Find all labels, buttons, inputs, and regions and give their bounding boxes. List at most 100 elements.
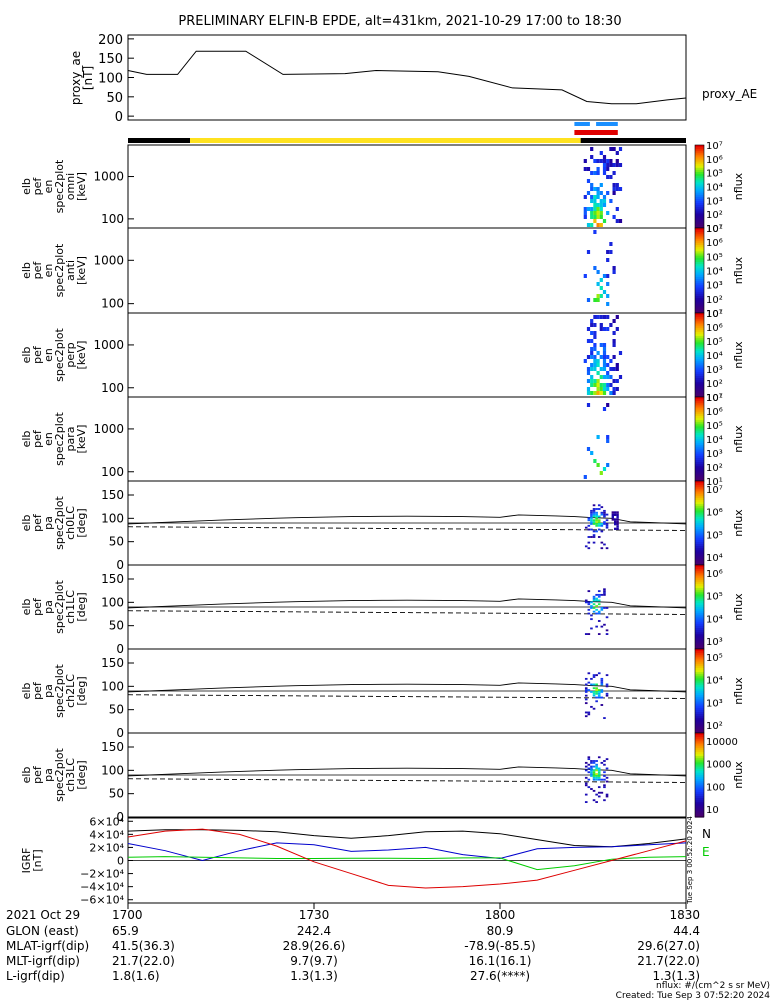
colorbar-cell [695,447,704,451]
colorbar-cell [695,455,704,459]
orbit-value: 44.4 [673,924,700,938]
proxy-ae-ytick-label: 100 [98,72,123,87]
colorbar-cell [695,225,704,229]
spectrogram-cell [596,391,600,395]
colorbar-tick-label: 10⁴ [706,676,723,687]
spectrogram-ytick-label: 100 [101,212,124,226]
pitch-angle-cell [590,705,593,708]
loss-cone-line [127,682,687,693]
pitch-angle-cell [595,521,598,523]
spectrogram-cell [602,351,607,355]
colorbar-cell [695,567,704,570]
pitch-angle-cell [614,513,617,516]
igrf-ylabel: IGRF [20,848,33,874]
spectrogram-cell [602,343,607,347]
orbit-value: 21.7(22.0) [112,954,175,968]
pitch-angle-cell [597,795,601,798]
colorbar-cell [695,733,704,736]
colorbar-cell [695,272,704,276]
colorbar-cell [695,394,704,398]
spectrogram-ylabel: para [64,427,77,452]
pitch-angle-cell [587,771,591,774]
pitch-angle-cell [587,603,591,606]
colorbar-cell [695,245,704,248]
pitch-angle-cell [590,509,593,512]
colorbar-cell [695,735,704,738]
spectrogram-cell [596,351,600,355]
pitch-angle-cell [603,784,606,787]
pitch-angle-cell [597,776,601,779]
spectrogram-cell [590,215,594,219]
pitch-angle-cell [595,530,598,533]
spectrogram-cell [593,335,597,339]
status-bar-blue [596,122,618,126]
pitch-angle-cell [600,547,604,550]
orbit-value: 16.1(16.1) [469,954,532,968]
igrf-ytick-label: −4×10⁴ [80,881,124,894]
pitch-angle-cell [592,513,596,516]
spectrogram-cell [583,207,587,211]
pitch-angle-cell [592,536,596,538]
spectrogram-cell [606,163,610,167]
spectrogram-cell [586,223,591,227]
pitch-angle-cell [587,519,591,522]
spectrogram-cell [602,327,607,331]
pitch-angle-cell [597,523,601,525]
spectrogram-ylabel: spec2plot [53,412,66,466]
spectrogram-cell [583,195,587,199]
spectrogram-cell [583,475,587,479]
colorbar-cell [695,409,704,413]
colorbar-cell [695,411,704,415]
pitch-angle-ytick-label: 0 [116,642,124,656]
colorbar-cell [695,649,704,652]
pitch-angle-cell [614,523,617,526]
colorbar-tick-label: 10³ [706,365,723,376]
pitch-angle-cell [584,677,588,680]
proxy-ae-ytick-label: 200 [98,33,123,48]
colorbar-cell [695,544,704,547]
pitch-angle-cell [587,528,591,531]
spectrogram-cell [599,215,603,219]
colorbar-cell [695,760,704,763]
colorbar-cell [695,502,704,505]
spectrogram-cell [590,319,594,323]
spectrogram-cell [618,351,623,355]
pitch-angle-cell [584,545,588,548]
pitch-angle-cell [595,625,598,628]
colorbar-cell [695,672,704,675]
pitch-angle-cell [590,769,593,772]
pitch-angle-cell [603,590,606,593]
colorbar-cell [695,300,704,303]
spectrogram-cell [583,211,587,215]
spectrogram-cell [593,199,597,203]
colorbar-cell [695,352,704,356]
colorbar-cell [695,270,704,274]
colorbar-cell [695,562,704,566]
colorbar-cell [695,228,704,231]
colorbar-tick-label: 10³ [706,449,723,460]
spectrogram-cell [593,359,597,363]
spectrogram-cell [590,207,594,211]
spectrogram-cell [609,175,613,179]
colorbar-cell [695,697,704,700]
pitch-angle-cell [605,674,609,677]
pitch-angle-cell [590,521,593,523]
pitch-angle-cell [597,694,601,697]
colorbar-cell [695,281,704,284]
colorbar-cell [695,504,704,507]
colorbar-cell [695,178,704,181]
colorbar-cell [695,770,704,774]
pitch-angle-cell [587,672,591,675]
colorbar-cell [695,600,704,604]
spectrogram-ytick-label: 100 [101,465,124,479]
colorbar-cell [695,577,704,581]
orbit-value: 1.3(1.3) [652,969,700,983]
pitch-angle-cell [584,784,588,787]
spectrogram-cell [583,215,587,219]
pitch-angle-cell [592,687,596,690]
colorbar-tick-label: 10⁷ [706,141,723,152]
spectrogram-cell [593,323,597,327]
spectrogram-cell [593,219,597,223]
colorbar-cell [695,302,704,306]
colorbar-cell [695,756,704,759]
